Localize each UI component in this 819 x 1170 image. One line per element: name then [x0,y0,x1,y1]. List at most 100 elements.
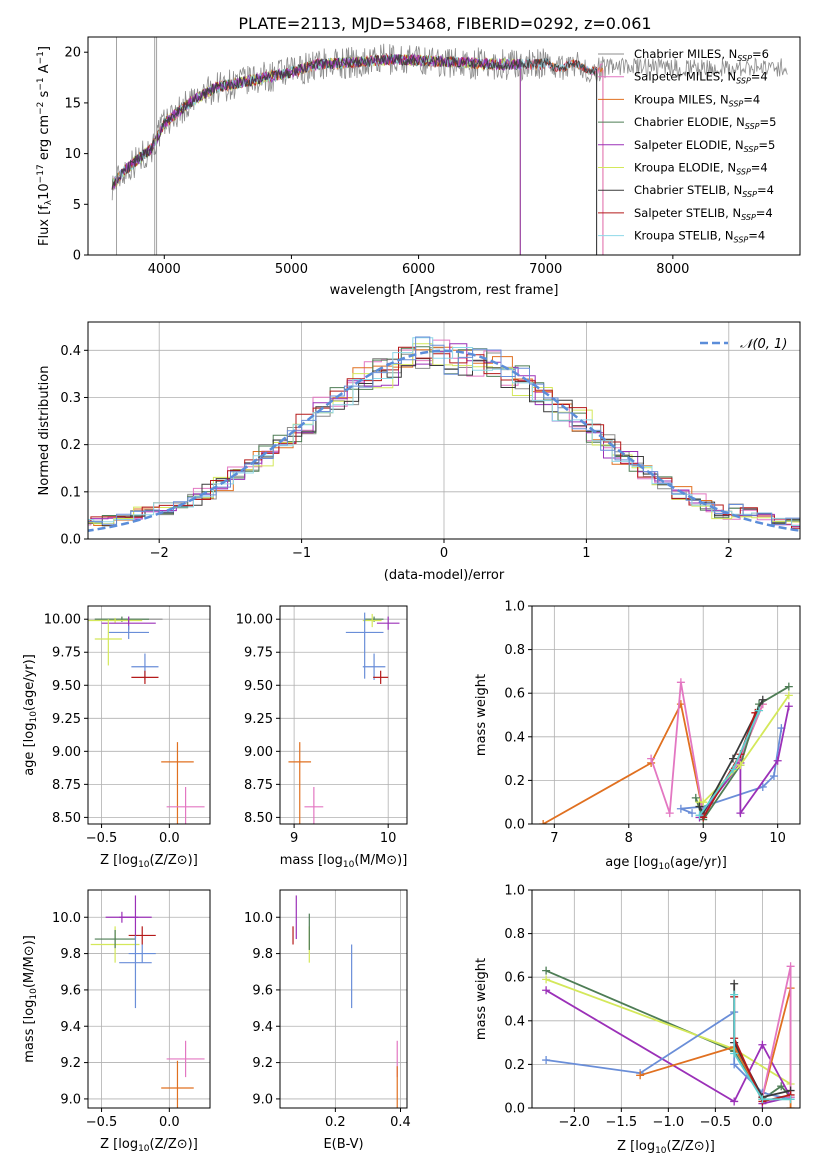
legend-entry: Salpeter ELODIE, NSSP=5 [634,138,775,154]
y-tick-label: 9.2 [252,1056,273,1071]
weight-marker [542,975,551,984]
y-tick-label: 9.6 [252,983,273,998]
error-bar [128,944,156,963]
error-bar [304,787,324,824]
histogram-step [88,339,800,526]
error-bar [373,670,389,684]
x-tick-label: 8 [625,831,633,846]
weight-marker [784,691,793,700]
y-axis-label: mass [log10(M/M⊙)] [22,935,39,1063]
y-tick-label: 0.8 [504,643,525,658]
plot-area [88,616,205,824]
x-tick-label: 0 [440,546,448,561]
y-axis-label: Flux [fλ10−17 erg cm−2 s−1 A−1] [36,46,54,246]
legend-entry: 𝒩(0, 1) [740,337,787,352]
weight-marker [730,990,739,999]
weight-marker [755,706,764,715]
x-tick-label: −2.0 [559,1115,591,1130]
legend-entry: Salpeter STELIB, NSSP=4 [634,206,773,222]
legend-entry: Kroupa STELIB, NSSP=4 [634,229,765,245]
y-tick-label: 9.2 [60,1056,81,1071]
weight-marker [730,1097,739,1106]
weight-line [733,994,791,1101]
y-tick-label: 0.4 [504,1014,525,1029]
y-tick-label: 8.75 [52,778,81,793]
x-tick-label: 1 [582,546,590,561]
weight-marker [784,682,793,691]
error-bar [128,926,156,945]
x-tick-label: −1.0 [653,1115,685,1130]
y-tick-label: 1.0 [504,884,525,899]
y-tick-label: 9.75 [52,646,81,661]
y-tick-label: 8.75 [244,778,273,793]
x-tick-label: 7000 [529,262,562,277]
y-tick-label: 0.2 [504,1058,525,1073]
x-tick-label: 0.2 [325,1115,346,1130]
y-tick-label: 0.0 [504,818,525,833]
y-tick-label: 0.6 [504,971,525,986]
panel-mass-vs-Z: −0.5 0.0 9.0 9.2 9.4 9.6 9.8 10.0 Z [log10(Z/Z⊙)… [22,889,211,1154]
plot-area [292,895,398,1108]
weight-marker [784,702,793,711]
error-bar [166,787,205,824]
y-tick-label: 10.0 [52,911,81,926]
histogram-step [88,343,800,525]
weight-marker [758,1095,767,1104]
y-tick-label: 0.3 [60,391,81,406]
weight-marker [665,809,674,818]
axes-frame [531,889,801,1109]
legend-entry: Chabrier STELIB, NSSP=4 [634,183,774,199]
weight-marker [539,820,548,824]
y-tick-label: 8.50 [52,811,81,826]
panel-spectrum: 4000 5000 6000 7000 8000 0 5 10 15 20 Chabrier MIL… [36,36,801,298]
weight-marker [542,966,551,975]
x-tick-label: 5000 [275,262,308,277]
y-tick-label: 5 [73,198,81,213]
x-axis-label: Z [log10(Z/Z⊙)] [100,853,198,870]
y-tick-label: 10.0 [244,911,273,926]
y-tick-label: 9.75 [244,646,273,661]
x-axis-label: Z [log10(Z/Z⊙)] [617,1139,715,1156]
weight-marker [786,1095,795,1104]
x-tick-label: 6000 [402,262,435,277]
y-tick-label: 9.0 [60,1092,81,1107]
plot-area [90,895,205,1108]
weight-marker [730,1049,739,1058]
y-axis-label: Normed distribution [37,366,52,496]
legend-entry: Kroupa ELODIE, NSSP=4 [634,161,768,177]
axes-frame [279,605,408,825]
x-tick-label: −0.5 [86,831,118,846]
normal-curve [88,349,800,532]
axes-frame [279,889,408,1109]
weight-marker [786,1104,795,1108]
weight-marker [729,754,737,763]
weight-marker [758,695,767,704]
axes-frame [87,889,211,1109]
spectrum-line [111,54,597,190]
weight-marker [695,811,704,820]
weight-marker [699,798,708,807]
weight-marker [730,979,739,988]
y-tick-label: 0.2 [504,774,525,789]
weight-marker [676,804,685,813]
y-tick-label: 9.50 [244,679,273,694]
error-bar [119,935,152,1009]
x-tick-label: −0.5 [86,1115,118,1130]
weight-marker [730,1060,739,1069]
weight-marker [542,986,551,995]
x-axis-label: age [log10(age/yr)] [605,855,727,872]
y-tick-label: 20 [64,46,81,61]
error-bar [166,1040,205,1078]
y-axis-label: age [log10(age/yr)] [22,654,39,776]
weight-marker [691,793,700,802]
plot-area [542,962,795,1108]
plot-area [111,37,788,255]
y-tick-label: 10 [64,147,81,162]
histogram-step [88,336,800,530]
weight-marker [636,1071,645,1080]
error-bar [119,895,152,940]
histogram-step [88,343,800,528]
y-tick-label: 0.1 [60,485,81,500]
